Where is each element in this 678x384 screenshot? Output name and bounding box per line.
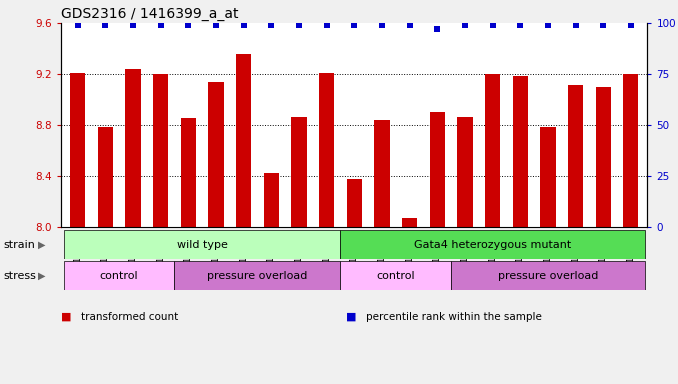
Bar bbox=[70, 73, 85, 227]
Bar bbox=[485, 74, 500, 227]
Bar bbox=[568, 85, 583, 227]
Point bbox=[183, 22, 194, 28]
Bar bbox=[457, 117, 473, 227]
Text: wild type: wild type bbox=[177, 240, 228, 250]
Bar bbox=[340, 261, 451, 290]
Text: percentile rank within the sample: percentile rank within the sample bbox=[366, 312, 542, 322]
Text: strain: strain bbox=[3, 240, 35, 250]
Point bbox=[210, 22, 221, 28]
Point bbox=[570, 22, 581, 28]
Text: pressure overload: pressure overload bbox=[498, 270, 598, 281]
Text: control: control bbox=[376, 270, 415, 281]
Bar bbox=[264, 173, 279, 227]
Text: stress: stress bbox=[3, 270, 36, 281]
Point bbox=[127, 22, 138, 28]
Point bbox=[460, 22, 471, 28]
Bar bbox=[208, 81, 224, 227]
Text: ▶: ▶ bbox=[38, 240, 46, 250]
Text: ▶: ▶ bbox=[38, 270, 46, 281]
Point bbox=[321, 22, 332, 28]
Bar bbox=[374, 120, 390, 227]
Point bbox=[155, 22, 166, 28]
Bar bbox=[153, 74, 168, 227]
Bar bbox=[180, 118, 196, 227]
Text: control: control bbox=[100, 270, 138, 281]
Bar bbox=[98, 127, 113, 227]
Text: pressure overload: pressure overload bbox=[207, 270, 308, 281]
Text: ■: ■ bbox=[346, 312, 356, 322]
Point bbox=[404, 22, 415, 28]
Bar bbox=[174, 261, 340, 290]
Bar bbox=[540, 127, 555, 227]
Text: transformed count: transformed count bbox=[81, 312, 178, 322]
Bar bbox=[319, 73, 334, 227]
Point bbox=[487, 22, 498, 28]
Bar bbox=[595, 87, 611, 227]
Bar bbox=[292, 117, 306, 227]
Bar bbox=[340, 230, 645, 259]
Bar bbox=[430, 112, 445, 227]
Bar bbox=[451, 261, 645, 290]
Point bbox=[294, 22, 304, 28]
Point bbox=[266, 22, 277, 28]
Point bbox=[542, 22, 553, 28]
Point bbox=[72, 22, 83, 28]
Point bbox=[626, 22, 637, 28]
Text: Gata4 heterozygous mutant: Gata4 heterozygous mutant bbox=[414, 240, 571, 250]
Bar bbox=[402, 218, 417, 227]
Point bbox=[238, 22, 249, 28]
Point bbox=[376, 22, 387, 28]
Point bbox=[432, 26, 443, 32]
Point bbox=[598, 22, 609, 28]
Point bbox=[348, 22, 359, 28]
Bar bbox=[236, 53, 252, 227]
Bar bbox=[346, 179, 362, 227]
Bar bbox=[64, 261, 174, 290]
Text: GDS2316 / 1416399_a_at: GDS2316 / 1416399_a_at bbox=[61, 7, 239, 21]
Point bbox=[515, 22, 525, 28]
Point bbox=[100, 22, 111, 28]
Bar bbox=[513, 76, 528, 227]
Bar bbox=[125, 69, 140, 227]
Bar bbox=[623, 74, 639, 227]
Text: ■: ■ bbox=[61, 312, 71, 322]
Bar bbox=[64, 230, 340, 259]
